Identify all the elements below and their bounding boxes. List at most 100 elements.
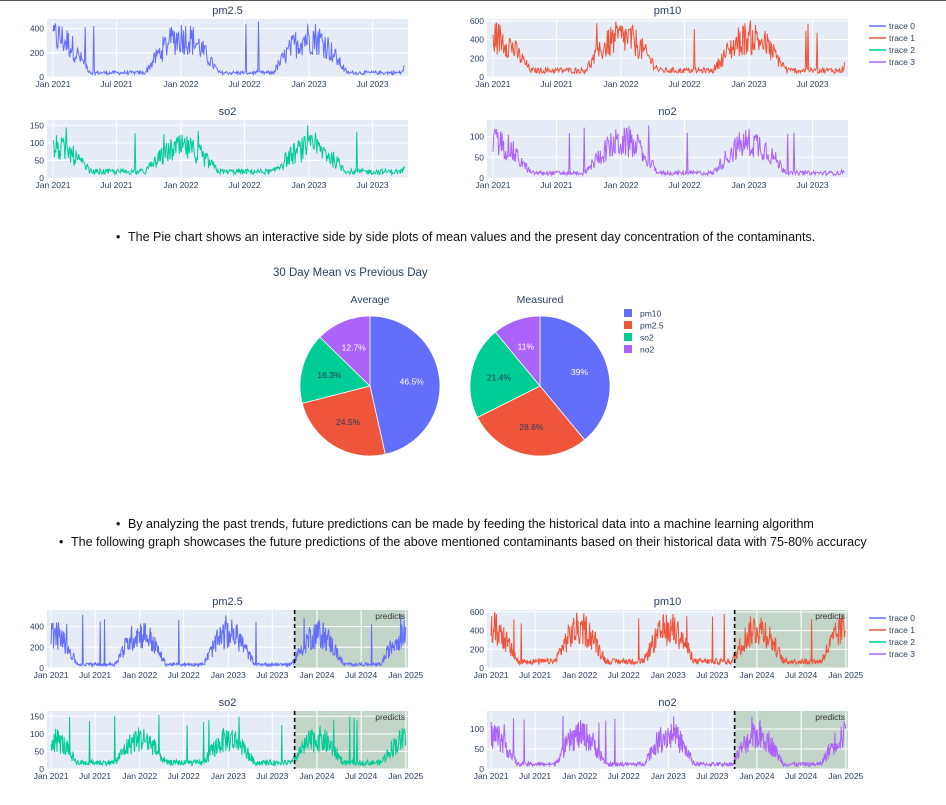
- pie-value-label: 39%: [571, 367, 588, 377]
- y-tick-label: 0: [39, 663, 44, 673]
- x-tick-label: Jul 2021: [519, 771, 551, 781]
- plot-area: [47, 120, 408, 178]
- legend-label: trace 3: [889, 649, 915, 659]
- x-tick-label: Jul 2022: [168, 771, 200, 781]
- x-tick-label: Jan 2022: [164, 79, 199, 89]
- y-tick-label: 0: [39, 72, 44, 82]
- y-tick-label: 100: [470, 132, 484, 142]
- prediction-region: [734, 711, 848, 769]
- y-tick-label: 50: [35, 746, 45, 756]
- predict-note-2: The following graph showcases the future…: [59, 535, 867, 549]
- y-tick-label: 0: [479, 663, 484, 673]
- x-tick-label: Jan 2022: [562, 771, 597, 781]
- x-tick-label: Jul 2023: [796, 180, 828, 190]
- pie-value-label: 24.5%: [336, 417, 361, 427]
- prediction-label: predicts: [375, 611, 405, 621]
- pie-legend-label: so2: [640, 333, 654, 343]
- pie-chart: 30 Day Mean vs Previous Day Average 46.5% 2…: [273, 267, 664, 457]
- x-tick-label: Jul 2022: [228, 180, 260, 190]
- x-tick-label: Jan 2024: [739, 771, 774, 781]
- plot-area: [47, 19, 408, 77]
- pie-subtitle: Average: [351, 294, 390, 306]
- x-tick-label: Jul 2022: [168, 670, 200, 680]
- legend-label: trace 1: [889, 33, 915, 43]
- x-tick-label: Jul 2021: [100, 79, 132, 89]
- prediction-label: predicts: [815, 712, 845, 722]
- chart-title: no2: [658, 106, 676, 118]
- y-tick-label: 200: [470, 644, 484, 654]
- pie-legend-label: pm10: [640, 309, 662, 319]
- x-tick-label: Jan 2023: [292, 79, 327, 89]
- x-tick-label: Jan 2023: [651, 771, 686, 781]
- prediction-label: predicts: [375, 712, 405, 722]
- y-tick-label: 150: [30, 711, 44, 721]
- x-tick-label: Jul 2023: [256, 771, 288, 781]
- legend-label: trace 0: [889, 21, 915, 31]
- y-tick-label: 50: [475, 744, 485, 754]
- x-tick-label: Jan 2021: [475, 180, 510, 190]
- x-tick-label: Jan 2022: [122, 771, 157, 781]
- x-tick-label: Jul 2024: [345, 771, 377, 781]
- x-tick-label: Jul 2023: [256, 670, 288, 680]
- series-trace-3: [492, 125, 845, 177]
- pie-value-label: 46.5%: [400, 376, 425, 386]
- y-tick-label: 0: [479, 72, 484, 82]
- y-tick-label: 100: [470, 724, 484, 734]
- trace-legend: trace 0 trace 1 trace 2 trace 3: [869, 21, 915, 67]
- pie-slice-pm25: [476, 385, 586, 457]
- x-tick-label: Jan 2021: [34, 771, 69, 781]
- pie-legend-swatch: [624, 321, 632, 329]
- pie-slice-no2: [319, 315, 371, 387]
- x-tick-label: Jan 2021: [35, 79, 70, 89]
- series-trace-0: [52, 21, 405, 77]
- pie-legend-swatch: [624, 309, 632, 317]
- legend-label: trace 2: [889, 637, 915, 647]
- line-chart-pm10-6: predicts 0 200 400 600 Jan 2021 Jul 2021 Jan 20…: [470, 596, 864, 680]
- x-tick-label: Jan 2024: [739, 670, 774, 680]
- pie-slice-no2: [494, 315, 541, 388]
- prediction-label: predicts: [815, 611, 845, 621]
- line-chart-no2-8: predicts 0 50 100 Jan 2021 Jul 2021 Jan 2022 Ju…: [470, 697, 864, 781]
- chart-title: so2: [219, 106, 237, 118]
- y-tick-label: 100: [30, 729, 44, 739]
- series-trace-3: [490, 716, 847, 768]
- x-tick-label: Jan 2023: [732, 180, 767, 190]
- x-tick-label: Jan 2022: [164, 180, 199, 190]
- x-tick-label: Jul 2021: [79, 771, 111, 781]
- pie-legend-label: pm2.5: [640, 321, 664, 331]
- legend-label: trace 3: [889, 57, 915, 67]
- pie-slice-so2: [299, 336, 371, 404]
- x-tick-label: Jul 2024: [785, 771, 817, 781]
- x-tick-label: Jul 2022: [608, 670, 640, 680]
- x-tick-label: Jan 2023: [651, 670, 686, 680]
- x-tick-label: Jul 2021: [540, 79, 572, 89]
- x-tick-label: Jul 2021: [540, 180, 572, 190]
- chart-title: pm2.5: [212, 596, 243, 608]
- y-tick-label: 600: [470, 607, 484, 617]
- x-tick-label: Jan 2021: [474, 771, 509, 781]
- x-tick-label: Jan 2025: [828, 771, 863, 781]
- x-tick-label: Jul 2022: [608, 771, 640, 781]
- x-tick-label: Jul 2021: [79, 670, 111, 680]
- y-tick-label: 0: [39, 173, 44, 183]
- x-tick-label: Jan 2024: [299, 670, 334, 680]
- pie-value-label: 21.4%: [487, 372, 512, 382]
- pie-value-label: 12.7%: [342, 342, 367, 352]
- series-trace-2: [50, 714, 407, 767]
- x-tick-label: Jul 2021: [519, 670, 551, 680]
- x-tick-label: Jan 2022: [604, 79, 639, 89]
- x-tick-label: Jul 2021: [100, 180, 132, 190]
- y-tick-label: 200: [30, 48, 44, 58]
- y-tick-label: 0: [479, 173, 484, 183]
- y-tick-label: 100: [30, 138, 44, 148]
- x-tick-label: Jul 2022: [668, 79, 700, 89]
- pie-subtitle: Measured: [517, 294, 564, 306]
- pie-value-label: 11%: [518, 342, 535, 352]
- pie-slice-pm10: [539, 315, 611, 441]
- pie-legend-swatch: [624, 333, 632, 341]
- x-tick-label: Jul 2023: [796, 79, 828, 89]
- legend-label: trace 2: [889, 45, 915, 55]
- x-tick-label: Jul 2022: [228, 79, 260, 89]
- y-tick-label: 200: [470, 53, 484, 63]
